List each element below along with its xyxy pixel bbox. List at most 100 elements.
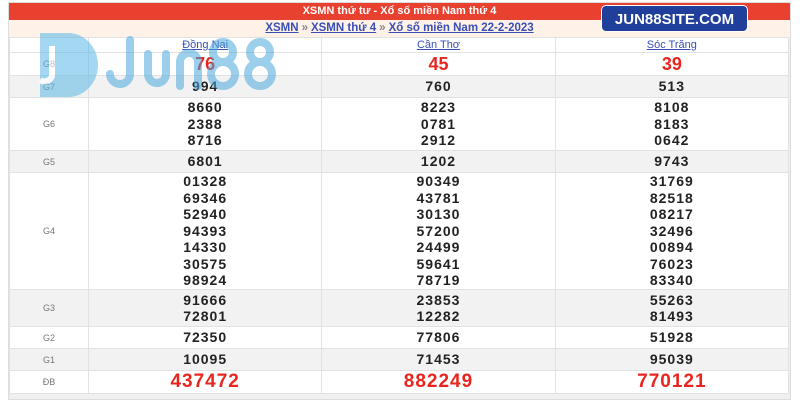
prize-cell: 45 bbox=[321, 52, 556, 76]
prize-number: 69346 bbox=[183, 189, 228, 206]
prize-cell: 770121 bbox=[554, 370, 790, 394]
results-table: Đồng Nai Cần Thơ Sóc Trăng G8 76 45 39 G7 994… bbox=[9, 37, 790, 394]
province-link[interactable]: Cần Thơ bbox=[321, 37, 556, 53]
prize-number: 30130 bbox=[416, 206, 461, 223]
prize-cell: 9743 bbox=[554, 150, 790, 173]
prize-number: 8183 bbox=[654, 115, 690, 132]
breadcrumb: XSMN» XSMN thứ 4» Xổ số miền Nam 22-2-2023 bbox=[9, 20, 790, 37]
prize-number: 77806 bbox=[416, 329, 461, 346]
prize-row-G7: G7 994 760 513 bbox=[9, 75, 790, 98]
prize-row-G1: G1 10095 71453 95039 bbox=[9, 348, 790, 371]
prize-row-G6: G6 8660 2388 8716 8223 0781 2912 8108 8183 0642 bbox=[9, 97, 790, 151]
prize-number: 71453 bbox=[416, 351, 461, 368]
prize-label: G6 bbox=[9, 97, 89, 151]
prize-number: 2912 bbox=[420, 132, 457, 149]
prize-row-G2: G2 72350 77806 51928 bbox=[9, 326, 790, 349]
prize-number: 52940 bbox=[183, 206, 228, 223]
breadcrumb-link-xsmn-thu-4[interactable]: XSMN thứ 4 bbox=[310, 22, 377, 34]
prize-row-G4: G4 01328 69346 52940 94393 14330 30575 98924 903… bbox=[9, 172, 790, 290]
prize-number: 14330 bbox=[183, 239, 228, 256]
breadcrumb-separator: » bbox=[301, 22, 308, 34]
page-title: XSMN thứ tư - Xổ số miền Nam thứ 4 bbox=[9, 3, 790, 20]
prize-cell: 10095 bbox=[87, 348, 323, 371]
prize-cell: 1202 bbox=[321, 150, 556, 173]
prize-cell: 72350 bbox=[87, 326, 323, 349]
breadcrumb-link-date[interactable]: Xổ số miền Nam 22-2-2023 bbox=[388, 22, 534, 34]
prize-cell: 55263 81493 bbox=[554, 289, 790, 327]
prize-number: 2388 bbox=[187, 115, 223, 132]
prize-number: 10095 bbox=[183, 351, 228, 368]
prize-cell: 882249 bbox=[321, 370, 556, 394]
prize-cell: 513 bbox=[554, 75, 790, 98]
prize-number: 57200 bbox=[416, 222, 461, 239]
prize-number: 82518 bbox=[649, 189, 694, 206]
prize-label: G2 bbox=[9, 326, 89, 349]
prize-cell: 8108 8183 0642 bbox=[554, 97, 790, 151]
prize-number: 55263 bbox=[649, 291, 694, 308]
prize-label: G5 bbox=[9, 150, 89, 173]
prize-number: 0642 bbox=[654, 132, 690, 149]
prize-number: 45 bbox=[428, 54, 449, 74]
prize-number: 81493 bbox=[649, 308, 694, 324]
province-link[interactable]: Sóc Trăng bbox=[554, 37, 790, 53]
prize-number: 83340 bbox=[649, 272, 694, 289]
prize-number: 00894 bbox=[649, 239, 694, 256]
prize-cell: 8223 0781 2912 bbox=[321, 97, 556, 151]
prize-number: 8223 bbox=[420, 99, 457, 116]
prize-cell: 760 bbox=[321, 75, 556, 98]
prize-row-G5: G5 6801 1202 9743 bbox=[9, 150, 790, 173]
prize-number: 30575 bbox=[183, 255, 228, 272]
breadcrumb-separator: » bbox=[379, 22, 386, 34]
prize-label: G1 bbox=[9, 348, 89, 371]
prize-label: G3 bbox=[9, 289, 89, 327]
prize-cell: 95039 bbox=[554, 348, 790, 371]
prize-number: 91666 bbox=[183, 291, 228, 308]
prize-number: 78719 bbox=[416, 272, 461, 289]
empty-cell bbox=[9, 37, 89, 53]
prize-number: 72350 bbox=[183, 329, 228, 346]
prize-number: 59641 bbox=[416, 255, 461, 272]
breadcrumb-link-xsmn[interactable]: XSMN bbox=[265, 22, 299, 34]
prize-cell: 31769 82518 08217 32496 00894 76023 83340 bbox=[554, 172, 790, 290]
prize-number: 0781 bbox=[420, 115, 457, 132]
prize-cell: 23853 12282 bbox=[321, 289, 556, 327]
prize-number: 31769 bbox=[649, 173, 694, 190]
prize-number: 513 bbox=[658, 78, 685, 95]
prize-cell: 90349 43781 30130 57200 24499 59641 78719 bbox=[321, 172, 556, 290]
province-header-row: Đồng Nai Cần Thơ Sóc Trăng bbox=[9, 37, 790, 53]
prize-cell: 77806 bbox=[321, 326, 556, 349]
prize-number: 76023 bbox=[649, 255, 694, 272]
prize-cell: 39 bbox=[554, 52, 790, 76]
prize-label: G8 bbox=[9, 52, 89, 76]
prize-number: 39 bbox=[661, 54, 682, 74]
prize-cell: 91666 72801 bbox=[87, 289, 323, 327]
prize-number: 882249 bbox=[403, 371, 474, 392]
prize-number: 32496 bbox=[649, 222, 694, 239]
prize-cell: 01328 69346 52940 94393 14330 30575 98924 bbox=[87, 172, 323, 290]
prize-number: 8108 bbox=[654, 99, 690, 116]
prize-cell: 437472 bbox=[87, 370, 323, 394]
prize-number: 8660 bbox=[187, 99, 223, 116]
prize-number: 23853 bbox=[416, 291, 461, 308]
site-badge: JUN88SITE.COM bbox=[601, 5, 748, 32]
prize-number: 8716 bbox=[187, 132, 223, 149]
prize-number: 760 bbox=[425, 78, 452, 95]
prize-number: 72801 bbox=[183, 308, 228, 324]
prize-number: 51928 bbox=[649, 329, 694, 346]
prize-number: 08217 bbox=[649, 206, 694, 223]
prize-number: 94393 bbox=[183, 222, 228, 239]
prize-number: 98924 bbox=[183, 272, 228, 289]
prize-number: 6801 bbox=[187, 153, 223, 170]
prize-number: 994 bbox=[191, 78, 219, 95]
province-link[interactable]: Đồng Nai bbox=[87, 37, 323, 53]
prize-number: 1202 bbox=[420, 153, 457, 170]
prize-number: 90349 bbox=[416, 173, 461, 190]
prize-label: ĐB bbox=[9, 370, 89, 394]
prize-number: 12282 bbox=[416, 308, 461, 324]
prize-cell: 76 bbox=[87, 52, 323, 76]
prize-number: 76 bbox=[195, 54, 216, 74]
prize-cell: 6801 bbox=[87, 150, 323, 173]
prize-cell: 51928 bbox=[554, 326, 790, 349]
prize-number: 9743 bbox=[654, 153, 690, 170]
prize-row-ĐB: ĐB 437472 882249 770121 bbox=[9, 370, 790, 394]
